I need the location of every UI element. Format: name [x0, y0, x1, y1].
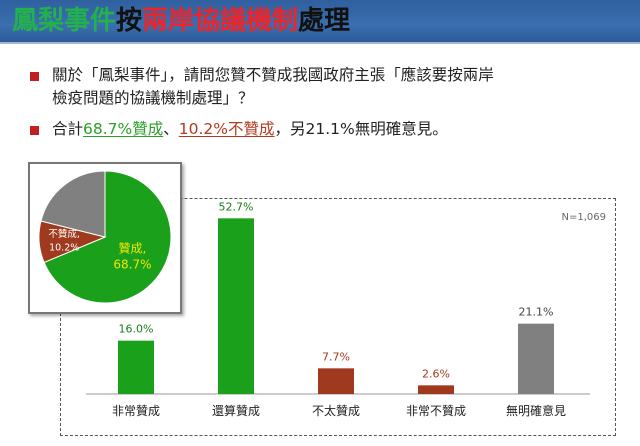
title-part-2: 按: [116, 6, 143, 36]
summary-line: 合計68.7%贊成、10.2%不贊成，另21.1%無明確意見。: [52, 118, 448, 140]
pie-label-value-1: 10.2%: [49, 243, 79, 254]
pie-slice-2: [40, 170, 106, 238]
pie-slice-0: [43, 170, 172, 304]
pie-label-value-0: 68.7%: [113, 257, 151, 271]
question-line-2: 檢疫問題的協議機制處理」？: [52, 89, 254, 107]
page-title: 鳳梨事件按兩岸協議機制處理: [12, 4, 350, 38]
bullet-marker-2: [30, 126, 39, 135]
bar-chart-frame: [60, 198, 616, 436]
bar-1: [218, 218, 254, 394]
bar-value-label-3: 2.6%: [422, 367, 450, 380]
pie-label-name-0: 贊成,: [119, 241, 147, 255]
bullet-marker-1: [30, 72, 39, 81]
title-part-3: 兩岸協議機制: [142, 6, 299, 36]
x-tick-label-1: 還算贊成: [212, 403, 260, 418]
bar-4: [518, 323, 554, 394]
pie-chart: 贊成, 68.7% 不贊成, 10.2%: [38, 170, 172, 304]
x-tick-label-2: 不太贊成: [312, 403, 360, 418]
bar-3: [418, 385, 454, 394]
pie-label-name-1: 不贊成,: [48, 228, 80, 240]
summary-prefix: 合計: [52, 120, 84, 138]
summary-separator: 、: [163, 120, 179, 138]
title-underline: [0, 42, 640, 44]
sample-size-label: N=1,069: [561, 212, 607, 223]
summary-agree: 68.7%贊成: [83, 120, 164, 138]
question-line-1: 關於「鳳梨事件」，請問您贊不贊成我國政府主張「應該要按兩岸: [52, 66, 494, 84]
bar-2: [318, 368, 354, 394]
bar-value-label-2: 7.7%: [322, 350, 350, 363]
bar-value-label-4: 21.1%: [519, 306, 554, 319]
summary-disagree: 10.2%不贊成: [178, 120, 275, 138]
x-tick-label-3: 非常不贊成: [406, 404, 466, 418]
pie-chart-box: 贊成, 68.7% 不贊成, 10.2%: [28, 162, 182, 314]
title-part-4: 處理: [298, 6, 351, 36]
bar-value-label-1: 52.7%: [219, 200, 254, 213]
bar-0: [118, 340, 154, 394]
bar-value-label-0: 16.0%: [119, 323, 154, 336]
title-part-1: 鳳梨事件: [12, 6, 117, 36]
x-tick-label-0: 非常贊成: [112, 404, 160, 418]
summary-suffix: ，另21.1%無明確意見。: [274, 120, 448, 138]
title-bar: [0, 0, 640, 42]
x-tick-label-4: 無明確意見: [506, 403, 566, 418]
